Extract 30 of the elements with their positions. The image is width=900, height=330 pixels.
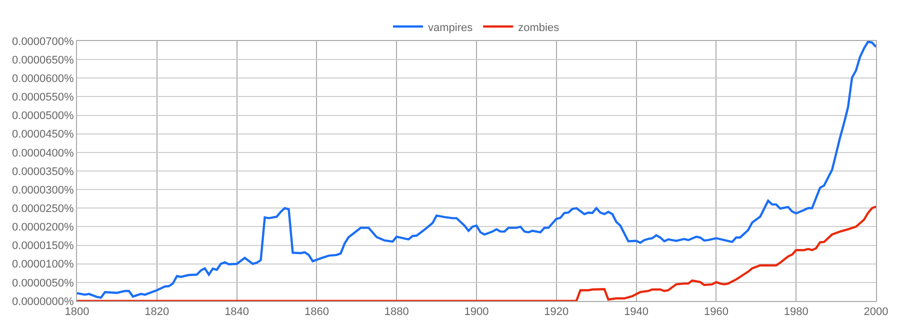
x-tick-label: 1860 (304, 306, 329, 318)
y-tick-label: 0.0000350% (12, 166, 74, 178)
x-tick-label: 1960 (704, 306, 728, 318)
x-tick-label: 1920 (544, 306, 569, 318)
y-tick-label: 0.0000450% (12, 128, 74, 141)
y-tick-label: 0.0000550% (12, 92, 74, 104)
y-tick-label: 0.0000700% (12, 36, 74, 48)
x-tick-label: 2000 (864, 306, 888, 318)
x-tick-label: 1820 (144, 306, 170, 318)
y-tick-label: 0.0000650% (12, 54, 74, 66)
y-tick-label: 0.0000000% (12, 296, 74, 308)
x-tick-label: 1980 (784, 306, 808, 318)
x-tick-label: 1900 (464, 306, 489, 318)
y-tick-label: 0.0000150% (12, 240, 74, 252)
y-tick-label: 0.0000200% (12, 222, 74, 234)
line-series (77, 206, 876, 301)
y-tick-label: 0.0000100% (12, 258, 74, 271)
legend-label: vampires (428, 22, 474, 34)
y-tick-label: 0.0000300% (12, 184, 74, 196)
x-tick-label: 1880 (384, 306, 409, 318)
y-tick-label: 0.0000050% (12, 277, 74, 290)
y-tick-label: 0.0000600% (12, 72, 74, 85)
y-tick-label: 0.0000400% (12, 147, 74, 160)
x-tick-label: 1800 (64, 306, 90, 318)
y-tick-label: 0.0000500% (12, 110, 74, 122)
y-tick-label: 0.0000250% (12, 202, 74, 215)
x-tick-label: 1840 (224, 306, 250, 318)
x-tick-label: 1940 (624, 306, 649, 318)
line-series (77, 41, 876, 299)
legend-label: zombies (518, 22, 560, 34)
